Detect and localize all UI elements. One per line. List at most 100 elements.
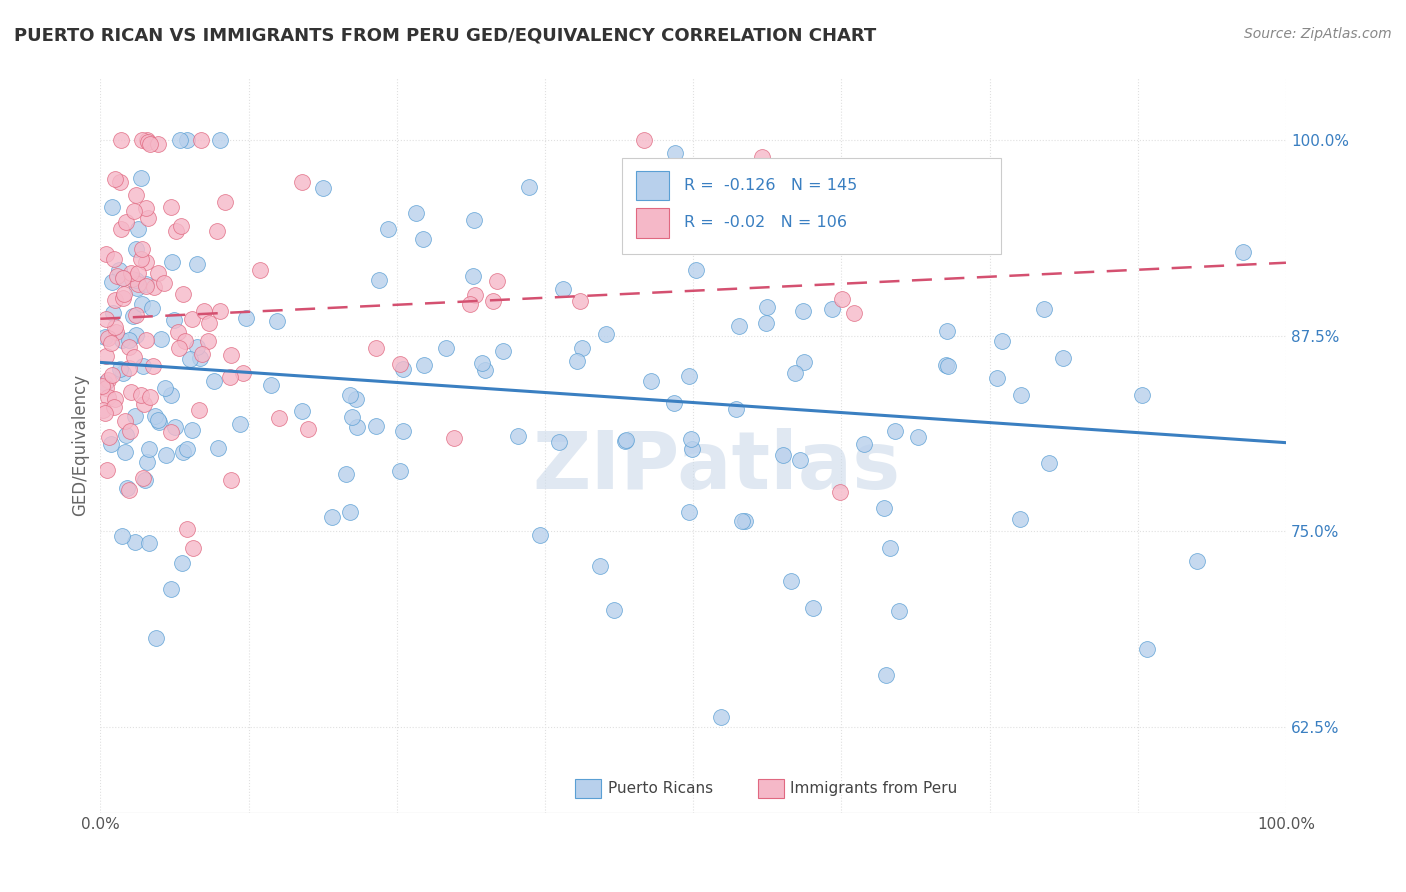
Point — [111, 291, 134, 305]
Point — [124, 308, 146, 322]
Point — [481, 293, 503, 308]
Bar — [758, 780, 785, 797]
Point — [405, 206, 427, 220]
Point — [725, 401, 748, 416]
Point — [1038, 456, 1060, 470]
Point — [291, 175, 314, 189]
Point — [461, 268, 484, 283]
Point — [681, 442, 703, 456]
Point — [172, 286, 194, 301]
Point — [176, 442, 198, 456]
Point — [321, 509, 343, 524]
Point — [127, 266, 149, 280]
Point — [792, 304, 814, 318]
Text: Puerto Ricans: Puerto Ricans — [607, 780, 713, 796]
Point — [1052, 351, 1074, 365]
Point — [135, 254, 157, 268]
Text: R =  -0.02   N = 106: R = -0.02 N = 106 — [683, 216, 846, 230]
Point — [801, 600, 824, 615]
Point — [110, 221, 132, 235]
Point — [219, 370, 242, 384]
Point — [485, 274, 508, 288]
Point — [965, 196, 987, 211]
Point — [186, 257, 208, 271]
Point — [132, 471, 155, 485]
Point — [188, 351, 211, 366]
Point — [139, 390, 162, 404]
Point — [630, 192, 652, 206]
Point — [165, 224, 187, 238]
Point — [1130, 388, 1153, 402]
Point — [260, 377, 283, 392]
Point — [103, 252, 125, 266]
Point — [136, 136, 159, 150]
Point — [291, 403, 314, 417]
Point — [108, 175, 131, 189]
Point — [97, 390, 120, 404]
Point — [167, 341, 190, 355]
Point — [219, 473, 242, 487]
Point — [146, 266, 169, 280]
Point — [678, 506, 700, 520]
Point — [125, 281, 148, 295]
Point — [205, 224, 228, 238]
Point — [529, 528, 551, 542]
Point — [229, 417, 252, 431]
Point — [181, 541, 204, 556]
Point — [392, 424, 415, 438]
Point — [470, 356, 492, 370]
Point — [131, 242, 153, 256]
Point — [105, 268, 128, 283]
Point — [176, 522, 198, 536]
Point — [186, 340, 208, 354]
Point — [640, 375, 662, 389]
Point — [108, 362, 131, 376]
Point — [120, 266, 142, 280]
Point — [664, 145, 686, 160]
Point — [828, 485, 851, 500]
Point — [118, 424, 141, 438]
Point — [551, 282, 574, 296]
Point — [170, 219, 193, 233]
Point — [93, 403, 115, 417]
Point — [269, 411, 291, 425]
Text: Source: ZipAtlas.com: Source: ZipAtlas.com — [1244, 27, 1392, 41]
Point — [879, 541, 901, 556]
Point — [1232, 245, 1254, 260]
Point — [135, 455, 157, 469]
FancyBboxPatch shape — [621, 158, 1001, 254]
Point — [506, 429, 529, 443]
Point — [783, 367, 806, 381]
Point — [991, 334, 1014, 349]
Point — [129, 388, 152, 402]
Point — [163, 313, 186, 327]
Point — [1010, 512, 1032, 526]
Point — [887, 604, 910, 618]
Point — [571, 341, 593, 355]
Point — [124, 351, 146, 365]
Point — [339, 505, 361, 519]
Point — [100, 200, 122, 214]
Point — [728, 209, 751, 223]
Point — [139, 136, 162, 151]
Point — [492, 344, 515, 359]
Point — [364, 341, 387, 355]
Point — [167, 326, 190, 340]
Text: R =  -0.126   N = 145: R = -0.126 N = 145 — [683, 178, 856, 193]
Point — [160, 200, 183, 214]
Point — [852, 437, 875, 451]
Point — [412, 358, 434, 372]
Point — [603, 603, 626, 617]
Point — [180, 423, 202, 437]
Point — [122, 204, 145, 219]
Point — [730, 514, 752, 528]
Point — [191, 347, 214, 361]
Point — [153, 380, 176, 394]
Point — [780, 574, 803, 588]
Point — [364, 419, 387, 434]
Point — [136, 211, 159, 225]
Point — [115, 215, 138, 229]
Point — [131, 296, 153, 310]
Point — [340, 409, 363, 424]
Point — [986, 370, 1008, 384]
